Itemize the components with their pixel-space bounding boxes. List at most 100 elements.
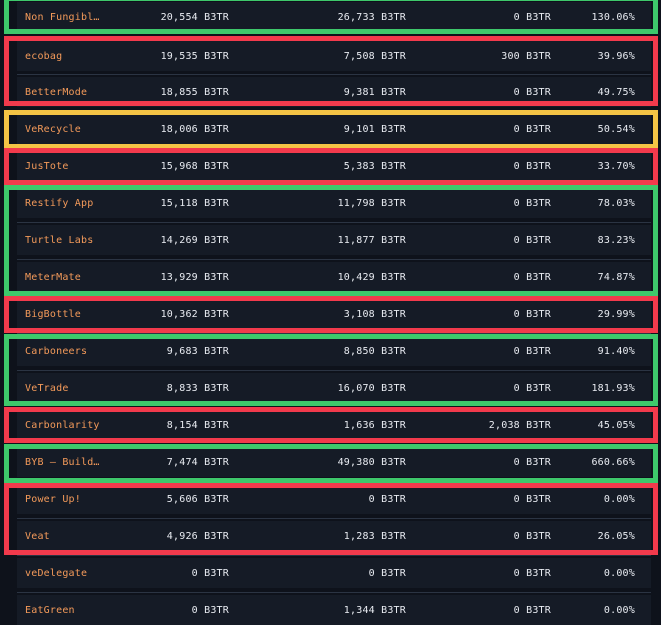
table-row[interactable]: EatGreen 0 B3TR 1,344 B3TR 0 B3TR 0.00% [17, 595, 651, 625]
app-name[interactable]: Veat [25, 530, 50, 542]
table-row[interactable]: BYB – Build… 7,474 B3TR 49,380 B3TR 0 B3TR 6… [17, 447, 651, 477]
allocation-value: 8,833 B3TR [166, 382, 229, 394]
app-name[interactable]: Non Fungibl… [25, 11, 100, 23]
bonus-value: 300 B3TR [501, 50, 551, 62]
app-name[interactable]: BigBottle [25, 308, 81, 320]
percentage-value: 39.96% [597, 50, 635, 62]
row-divider [17, 481, 651, 482]
percentage-value: 660.66% [591, 456, 635, 468]
allocation-value: 18,855 B3TR [160, 86, 229, 98]
bonus-value: 0 B3TR [513, 530, 551, 542]
bonus-value: 0 B3TR [513, 567, 551, 579]
allocation-value: 14,269 B3TR [160, 234, 229, 246]
bonus-value: 2,038 B3TR [488, 419, 551, 431]
bonus-value: 0 B3TR [513, 345, 551, 357]
table-row[interactable]: Power Up! 5,606 B3TR 0 B3TR 0 B3TR 0.00% [17, 484, 651, 514]
table-row[interactable]: Carboneers 9,683 B3TR 8,850 B3TR 0 B3TR 91.4… [17, 336, 651, 366]
table-row[interactable]: Carbonlarity 8,154 B3TR 1,636 B3TR 2,038 B3… [17, 410, 651, 440]
app-name[interactable]: Carbonlarity [25, 419, 100, 431]
percentage-value: 26.05% [597, 530, 635, 542]
table-row[interactable]: MeterMate 13,929 B3TR 10,429 B3TR 0 B3TR 74.… [17, 262, 651, 292]
votes-value: 0 B3TR [368, 493, 406, 505]
bonus-value: 0 B3TR [513, 197, 551, 209]
bonus-value: 0 B3TR [513, 493, 551, 505]
percentage-value: 50.54% [597, 123, 635, 135]
table-row[interactable]: VeTrade 8,833 B3TR 16,070 B3TR 0 B3TR 181.93… [17, 373, 651, 403]
allocation-value: 19,535 B3TR [160, 50, 229, 62]
row-divider [17, 518, 651, 519]
app-name[interactable]: BetterMode [25, 86, 88, 98]
app-name[interactable]: BYB – Build… [25, 456, 100, 468]
percentage-value: 91.40% [597, 345, 635, 357]
row-divider [17, 74, 651, 75]
allocation-value: 7,474 B3TR [166, 456, 229, 468]
table-row[interactable]: BigBottle 10,362 B3TR 3,108 B3TR 0 B3TR 29.9… [17, 299, 651, 329]
row-divider [17, 111, 651, 112]
votes-value: 7,508 B3TR [343, 50, 406, 62]
percentage-value: 29.99% [597, 308, 635, 320]
app-name[interactable]: Carboneers [25, 345, 88, 357]
app-name[interactable]: Turtle Labs [25, 234, 94, 246]
table-row[interactable]: Turtle Labs 14,269 B3TR 11,877 B3TR 0 B3TR 8… [17, 225, 651, 255]
row-divider [17, 37, 651, 38]
app-name[interactable]: EatGreen [25, 604, 75, 616]
votes-value: 5,383 B3TR [343, 160, 406, 172]
votes-value: 1,283 B3TR [343, 530, 406, 542]
percentage-value: 0.00% [603, 567, 635, 579]
votes-value: 0 B3TR [368, 567, 406, 579]
allocation-value: 8,154 B3TR [166, 419, 229, 431]
app-name[interactable]: veDelegate [25, 567, 88, 579]
app-name[interactable]: Power Up! [25, 493, 81, 505]
bonus-value: 0 B3TR [513, 86, 551, 98]
row-divider [17, 333, 651, 334]
table-row[interactable]: BetterMode 18,855 B3TR 9,381 B3TR 0 B3TR 49.… [17, 77, 651, 107]
votes-value: 1,636 B3TR [343, 419, 406, 431]
table-row[interactable]: ecobag 19,535 B3TR 7,508 B3TR 300 B3TR 39.96… [17, 41, 651, 71]
bonus-value: 0 B3TR [513, 604, 551, 616]
bonus-value: 0 B3TR [513, 160, 551, 172]
table-row[interactable]: Veat 4,926 B3TR 1,283 B3TR 0 B3TR 26.05% [17, 521, 651, 551]
percentage-value: 74.87% [597, 271, 635, 283]
app-name[interactable]: VeRecycle [25, 123, 81, 135]
percentage-value: 33.70% [597, 160, 635, 172]
table-row[interactable]: veDelegate 0 B3TR 0 B3TR 0 B3TR 0.00% [17, 558, 651, 588]
app-name[interactable]: JusTote [25, 160, 69, 172]
app-name[interactable]: ecobag [25, 50, 63, 62]
row-divider [17, 185, 651, 186]
bonus-value: 0 B3TR [513, 382, 551, 394]
row-divider [17, 222, 651, 223]
percentage-value: 0.00% [603, 493, 635, 505]
votes-value: 3,108 B3TR [343, 308, 406, 320]
allocation-value: 18,006 B3TR [160, 123, 229, 135]
table-row[interactable]: VeRecycle 18,006 B3TR 9,101 B3TR 0 B3TR 50.5… [17, 114, 651, 144]
votes-value: 9,101 B3TR [343, 123, 406, 135]
allocation-value: 10,362 B3TR [160, 308, 229, 320]
row-divider [17, 370, 651, 371]
row-divider [17, 148, 651, 149]
allocation-value: 9,683 B3TR [166, 345, 229, 357]
percentage-value: 78.03% [597, 197, 635, 209]
allocation-value: 4,926 B3TR [166, 530, 229, 542]
votes-value: 1,344 B3TR [343, 604, 406, 616]
votes-value: 10,429 B3TR [337, 271, 406, 283]
allocation-value: 15,118 B3TR [160, 197, 229, 209]
votes-value: 49,380 B3TR [337, 456, 406, 468]
row-divider [17, 407, 651, 408]
table-row[interactable]: JusTote 15,968 B3TR 5,383 B3TR 0 B3TR 33.70% [17, 151, 651, 181]
app-name[interactable]: VeTrade [25, 382, 69, 394]
allocation-value: 13,929 B3TR [160, 271, 229, 283]
votes-value: 11,877 B3TR [337, 234, 406, 246]
percentage-value: 83.23% [597, 234, 635, 246]
row-divider [17, 592, 651, 593]
allocation-value: 0 B3TR [191, 604, 229, 616]
table-row[interactable]: Non Fungibl… 20,554 B3TR 26,733 B3TR 0 B3TR… [17, 2, 651, 32]
percentage-value: 0.00% [603, 604, 635, 616]
row-divider [17, 555, 651, 556]
app-name[interactable]: MeterMate [25, 271, 81, 283]
bonus-value: 0 B3TR [513, 11, 551, 23]
row-divider [17, 296, 651, 297]
percentage-value: 49.75% [597, 86, 635, 98]
app-name[interactable]: Restify App [25, 197, 94, 209]
table-row[interactable]: Restify App 15,118 B3TR 11,798 B3TR 0 B3TR 7… [17, 188, 651, 218]
